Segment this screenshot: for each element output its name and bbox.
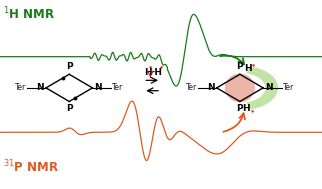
- Text: N: N: [36, 83, 44, 92]
- Text: H: H: [242, 104, 250, 113]
- Text: P: P: [237, 62, 243, 71]
- Text: Ter: Ter: [186, 83, 197, 92]
- Text: $^{31}$P NMR: $^{31}$P NMR: [3, 159, 59, 175]
- Text: Ter: Ter: [15, 83, 26, 92]
- Text: ·H: ·H: [151, 68, 162, 77]
- Text: N: N: [207, 83, 215, 92]
- Text: *: *: [251, 109, 254, 114]
- Text: N: N: [265, 83, 273, 92]
- Text: *: *: [160, 66, 164, 70]
- Text: P: P: [237, 104, 243, 113]
- Text: Ter: Ter: [283, 83, 294, 92]
- Text: H: H: [244, 64, 252, 74]
- Text: N: N: [94, 83, 102, 92]
- Text: $^1$H NMR: $^1$H NMR: [3, 6, 55, 22]
- Polygon shape: [246, 66, 278, 110]
- Text: Ter: Ter: [112, 83, 123, 92]
- Ellipse shape: [225, 74, 255, 102]
- Text: P: P: [66, 62, 72, 71]
- Text: *: *: [252, 63, 255, 68]
- Text: H: H: [144, 68, 152, 77]
- Text: *: *: [149, 66, 152, 70]
- Text: P: P: [66, 104, 72, 113]
